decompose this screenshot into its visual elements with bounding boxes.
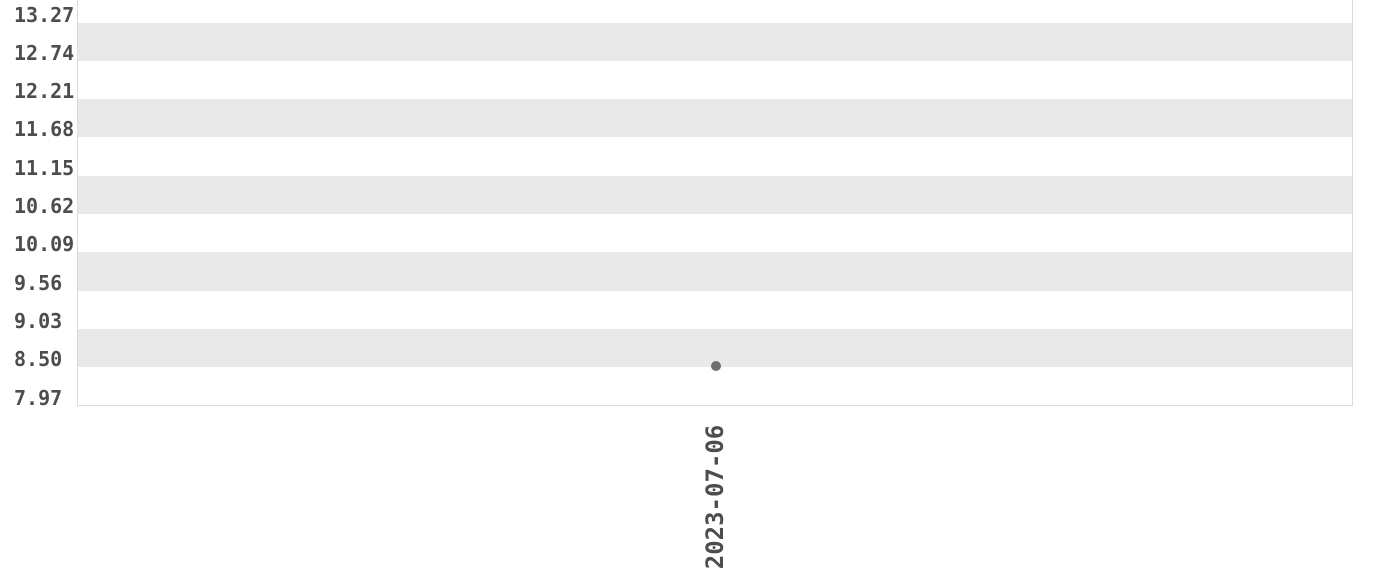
y-tick-label: 10.62 — [14, 194, 75, 219]
y-tick-label: 11.15 — [14, 155, 75, 180]
plot-area — [77, 0, 1353, 406]
data-point-marker[interactable] — [711, 361, 721, 372]
grid-band — [78, 22, 1352, 61]
x-tick-label: 2023-07-06 — [701, 424, 729, 570]
y-tick-label: 10.09 — [14, 232, 75, 257]
y-tick-label: 7.97 — [14, 385, 63, 410]
y-tick-label: 12.21 — [14, 79, 75, 104]
y-tick-label: 11.68 — [14, 117, 75, 142]
y-tick-label: 9.03 — [14, 309, 63, 334]
y-tick-label: 12.74 — [14, 40, 75, 65]
grid-band — [78, 99, 1352, 138]
grid-band — [78, 175, 1352, 215]
y-tick-label: 8.50 — [14, 347, 63, 372]
grid-band — [78, 252, 1352, 291]
y-tick-label: 9.56 — [14, 270, 63, 295]
y-tick-label: 13.27 — [14, 2, 75, 27]
